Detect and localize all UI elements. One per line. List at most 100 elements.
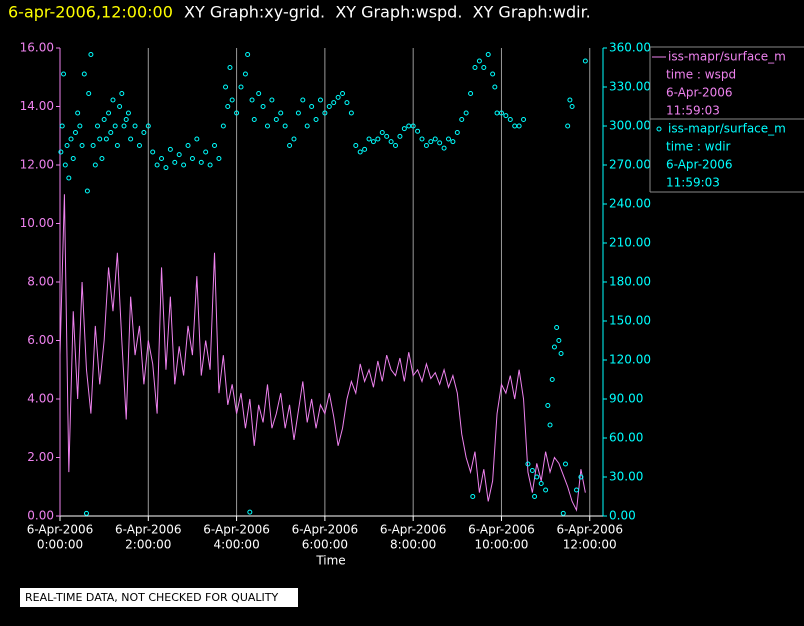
wdir-point <box>470 494 476 499</box>
wspd-line <box>59 194 586 512</box>
wdir-point <box>119 91 125 96</box>
wdir-point <box>95 123 101 129</box>
x-tick-label: 4:00:00 <box>213 538 259 552</box>
wdir-point <box>108 130 114 135</box>
y-tick-label: 4.00 <box>27 392 54 406</box>
wdir-point <box>485 52 491 57</box>
wdir-point <box>125 110 131 116</box>
wdir-point <box>110 97 116 103</box>
wdir-point <box>532 494 538 499</box>
wdir-point <box>428 139 434 145</box>
y2-tick-label: 300.00 <box>609 119 651 133</box>
wdir-point <box>229 97 235 103</box>
y-tick-label: 6.00 <box>27 333 54 347</box>
y-tick-label: 8.00 <box>27 275 54 289</box>
wdir-point <box>106 110 112 116</box>
wdir-point <box>172 159 178 165</box>
wdir-point <box>507 117 513 122</box>
x-tick-label: 12:00:00 <box>563 538 617 552</box>
wdir-point <box>388 139 394 145</box>
wdir-point <box>423 143 429 148</box>
y2-tick-label: 360.00 <box>609 41 651 55</box>
wdir-point <box>83 510 89 516</box>
y-tick-label: 10.00 <box>20 216 54 230</box>
x-tick-label: 6-Apr-2006 <box>292 523 359 537</box>
wdir-point <box>300 97 306 103</box>
wdir-point <box>450 139 456 145</box>
wdir-point <box>207 162 213 168</box>
wdir-point <box>291 136 297 142</box>
wdir-point <box>62 162 68 168</box>
wdir-point <box>397 133 403 139</box>
wdir-point <box>86 91 92 96</box>
wdir-point <box>97 136 103 142</box>
wdir-point <box>278 110 284 116</box>
wdir-point <box>194 136 200 142</box>
wdir-point <box>348 110 354 116</box>
wdir-point <box>384 133 390 139</box>
wdir-point <box>574 487 580 493</box>
wdir-point <box>249 97 255 103</box>
wdir-point <box>61 71 67 77</box>
legend-line: time : wspd <box>666 68 736 82</box>
y2-tick-label: 30.00 <box>609 470 643 484</box>
wdir-point <box>353 143 359 148</box>
wdir-point <box>59 123 65 129</box>
x-tick-label: 6:00:00 <box>302 538 348 552</box>
wdir-point <box>441 145 447 151</box>
y-tick-label: 12.00 <box>20 158 54 172</box>
wdir-point <box>558 351 564 356</box>
wdir-point <box>582 58 588 64</box>
wdir-point <box>167 146 173 152</box>
wdir-point <box>269 97 275 103</box>
wdir-point <box>432 136 438 142</box>
wdir-point <box>331 100 337 106</box>
wdir-point <box>295 110 301 116</box>
title-time: 6-apr-2006,12:00:00 <box>8 3 173 22</box>
wdir-point <box>181 162 187 168</box>
wdir-point <box>454 130 460 135</box>
wdir-point <box>220 123 226 129</box>
wdir-point <box>84 188 90 194</box>
wdir-point <box>516 123 522 129</box>
wdir-point <box>117 104 123 109</box>
wdir-point <box>99 156 105 161</box>
wdir-point <box>322 110 328 116</box>
wdir-point <box>551 344 557 350</box>
wdir-point <box>326 104 332 109</box>
wdir-point <box>223 84 229 90</box>
y-tick-label: 16.00 <box>20 41 54 55</box>
wdir-point <box>490 71 496 77</box>
x-tick-label: 6-Apr-2006 <box>380 523 447 537</box>
wdir-point <box>141 130 147 135</box>
wdir-point <box>145 123 151 129</box>
wdir-point <box>216 156 222 161</box>
wdir-point <box>560 510 566 516</box>
wdir-point <box>415 128 421 134</box>
wdir-point <box>128 136 134 142</box>
wdir-point <box>256 91 262 96</box>
y2-tick-label: 180.00 <box>609 275 651 289</box>
legend-line: 11:59:03 <box>666 104 720 118</box>
wdir-point <box>340 91 346 96</box>
wdir-point <box>163 165 169 171</box>
wdir-point <box>476 58 482 64</box>
wdir-point <box>463 110 469 116</box>
wdir-point <box>121 123 127 129</box>
wdir-point <box>81 71 87 77</box>
wdir-point <box>251 117 257 122</box>
wdir-point <box>75 110 81 116</box>
legend-name: iss-mapr/surface_m <box>668 122 786 136</box>
wdir-point <box>132 123 138 129</box>
wdir-point <box>472 65 478 70</box>
wdir-point <box>445 136 451 142</box>
legend-line: time : wdir <box>666 140 731 154</box>
wdir-point <box>379 130 385 135</box>
wdir-point <box>72 130 78 135</box>
x-axis-label: Time <box>315 554 345 568</box>
legend-line: 11:59:03 <box>666 176 720 190</box>
wdir-point <box>68 136 74 142</box>
x-tick-label: 6-Apr-2006 <box>115 523 182 537</box>
wdir-point <box>159 156 165 161</box>
